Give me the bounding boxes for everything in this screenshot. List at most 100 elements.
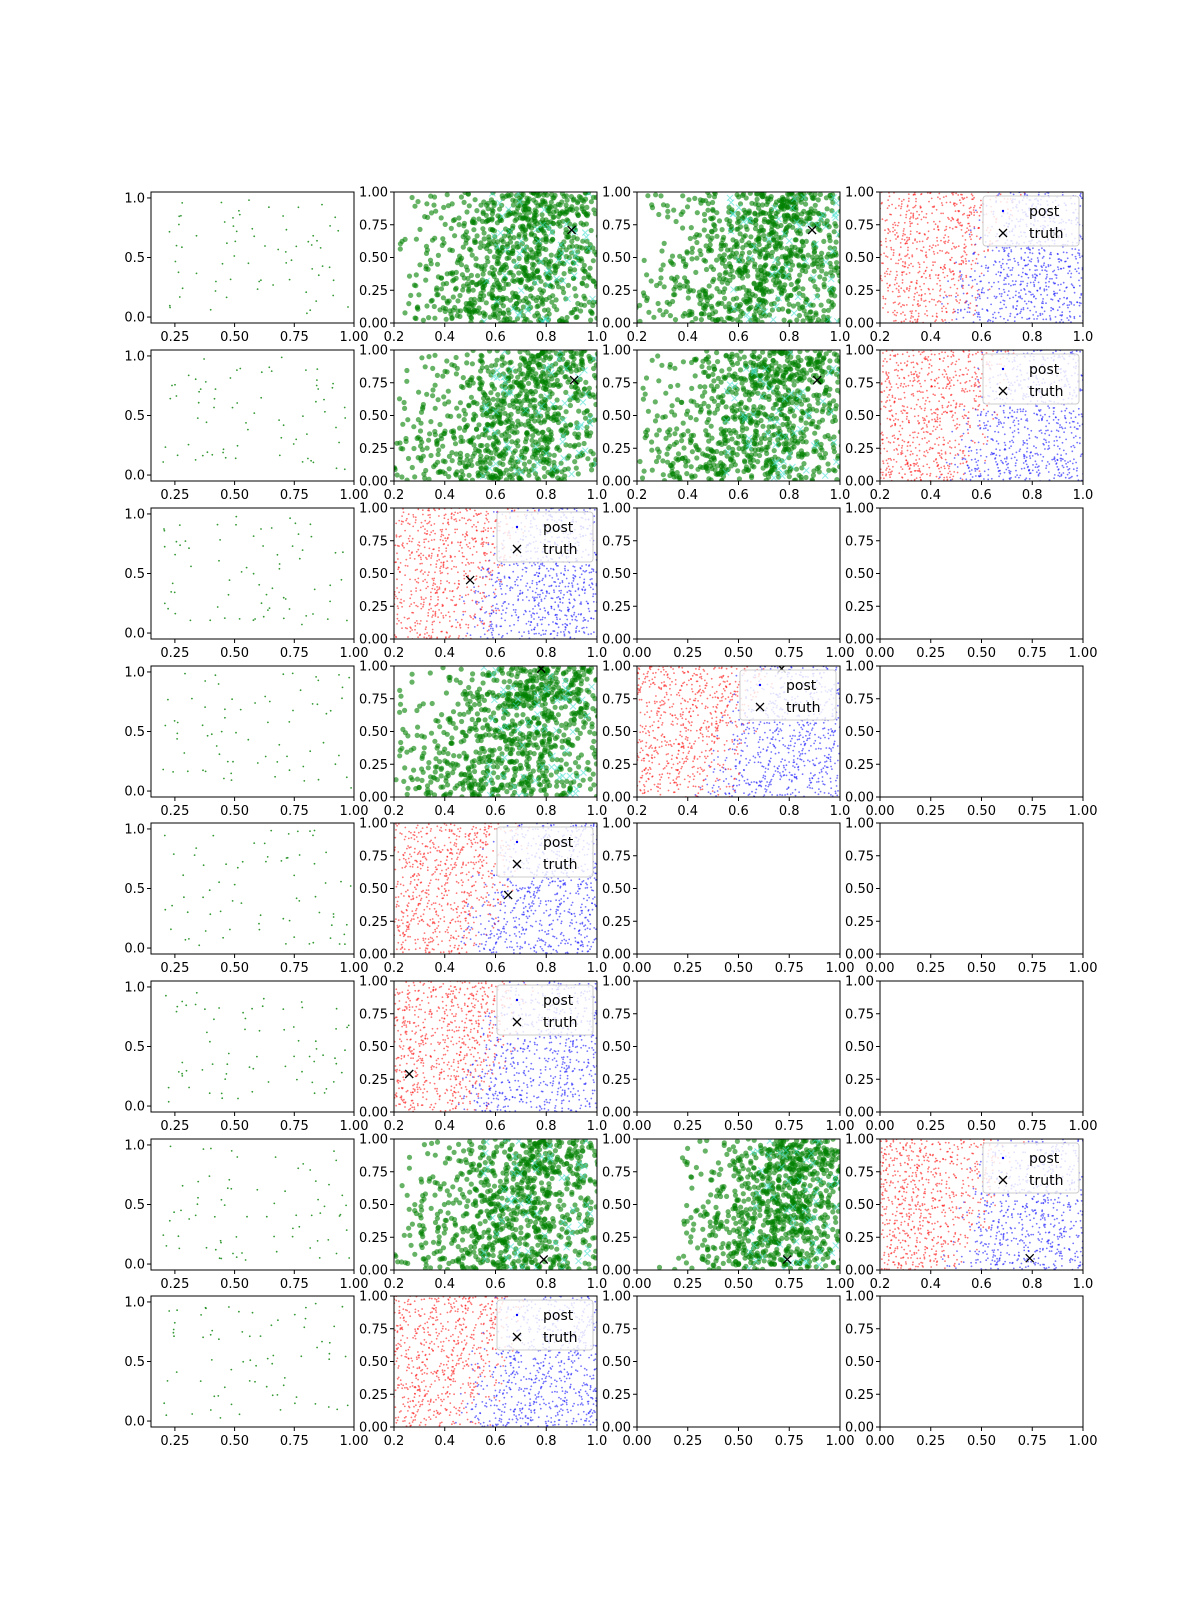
- posterior-point: [1067, 306, 1069, 309]
- posterior-point: [903, 271, 905, 273]
- posterior-point: [703, 291, 709, 298]
- posterior-point: [524, 199, 530, 205]
- prior-point: [247, 428, 249, 431]
- posterior-point: [583, 196, 589, 202]
- posterior-point: [784, 199, 790, 205]
- posterior-point: [949, 258, 951, 261]
- posterior-point: [763, 376, 769, 382]
- posterior-point: [469, 477, 475, 481]
- posterior-point: [478, 368, 484, 374]
- posterior-point: [484, 245, 490, 252]
- posterior-point: [551, 452, 557, 458]
- sample-marker: [500, 373, 508, 381]
- posterior-point: [422, 364, 428, 370]
- posterior-point: [1027, 276, 1030, 279]
- posterior-point: [991, 249, 994, 252]
- posterior-point: [736, 267, 742, 273]
- posterior-point: [460, 244, 466, 250]
- posterior-point: [651, 314, 657, 320]
- posterior-point: [955, 246, 958, 248]
- posterior-point: [477, 376, 483, 382]
- posterior-point: [967, 284, 970, 286]
- posterior-point: [817, 274, 823, 280]
- prior-point: [169, 306, 172, 309]
- sample-marker: [566, 393, 574, 401]
- posterior-point: [894, 207, 897, 210]
- posterior-point: [656, 378, 662, 384]
- posterior-point: [816, 419, 822, 425]
- posterior-point: [664, 299, 670, 305]
- posterior-point: [1030, 293, 1033, 296]
- posterior-point: [1017, 296, 1020, 298]
- posterior-point: [546, 295, 553, 301]
- prior-point: [211, 453, 214, 456]
- posterior-point: [752, 293, 758, 299]
- posterior-point: [754, 196, 760, 202]
- posterior-point: [667, 313, 674, 319]
- posterior-point: [587, 265, 593, 271]
- posterior-point: [684, 279, 691, 285]
- sample-marker: [740, 218, 747, 225]
- posterior-point: [542, 474, 548, 480]
- posterior-point: [698, 317, 705, 323]
- posterior-point: [964, 251, 967, 254]
- posterior-point: [714, 383, 720, 389]
- posterior-point: [782, 384, 788, 390]
- posterior-point: [900, 200, 903, 203]
- posterior-point: [797, 272, 803, 278]
- posterior-point: [948, 218, 950, 221]
- posterior-point: [576, 367, 582, 373]
- posterior-point: [440, 281, 446, 287]
- posterior-point: [898, 254, 901, 257]
- prior-point: [285, 262, 288, 264]
- posterior-point: [456, 222, 462, 228]
- prior-point: [344, 417, 347, 419]
- posterior-point: [737, 356, 743, 362]
- posterior-point: [1067, 272, 1069, 275]
- posterior-point: [752, 211, 758, 217]
- posterior-point: [726, 427, 732, 433]
- y-tick-label: 1.00: [359, 186, 388, 201]
- posterior-point: [881, 279, 883, 282]
- posterior-point: [726, 301, 732, 307]
- posterior-point: [715, 301, 721, 307]
- posterior-point: [970, 211, 973, 214]
- posterior-point: [980, 291, 983, 294]
- posterior-point: [886, 219, 888, 221]
- sample-marker: [509, 305, 517, 313]
- x-tick-label: 0.8: [779, 330, 800, 345]
- posterior-point: [464, 360, 470, 366]
- posterior-point: [821, 284, 827, 290]
- prior-point: [282, 215, 284, 217]
- posterior-point: [434, 372, 440, 378]
- posterior-point: [483, 448, 489, 454]
- posterior-point: [582, 296, 588, 302]
- prior-point: [311, 268, 314, 270]
- sample-marker: [810, 274, 817, 281]
- posterior-point: [500, 456, 506, 462]
- prior-point: [209, 308, 212, 311]
- posterior-point: [912, 212, 915, 215]
- posterior-point: [412, 474, 418, 480]
- posterior-point: [507, 369, 513, 375]
- subplot-r1-c0: 0.25 0.50 0.75 1.000.00.51.0: [124, 349, 368, 503]
- posterior-point: [1056, 292, 1058, 295]
- sample-marker: [726, 194, 734, 202]
- posterior-point: [705, 201, 712, 207]
- posterior-point: [889, 270, 892, 273]
- posterior-point: [745, 273, 751, 279]
- posterior-point: [483, 202, 490, 208]
- posterior-point: [786, 301, 792, 307]
- posterior-point: [803, 474, 809, 481]
- posterior-point: [453, 354, 459, 361]
- posterior-point: [977, 253, 980, 256]
- sample-marker: [535, 409, 542, 417]
- posterior-point: [966, 311, 969, 313]
- posterior-point: [941, 204, 944, 207]
- posterior-point: [532, 418, 538, 424]
- posterior-point: [942, 196, 945, 199]
- posterior-point: [916, 319, 919, 321]
- prior-point: [301, 461, 304, 463]
- prior-point: [206, 451, 209, 454]
- posterior-point: [649, 447, 655, 453]
